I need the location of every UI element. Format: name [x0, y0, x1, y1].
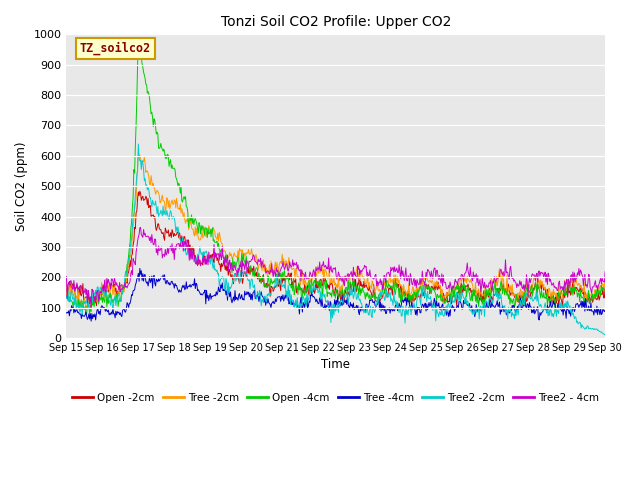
Title: Tonzi Soil CO2 Profile: Upper CO2: Tonzi Soil CO2 Profile: Upper CO2: [221, 15, 451, 29]
Legend: Open -2cm, Tree -2cm, Open -4cm, Tree -4cm, Tree2 -2cm, Tree2 - 4cm: Open -2cm, Tree -2cm, Open -4cm, Tree -4…: [68, 389, 604, 407]
Text: TZ_soilco2: TZ_soilco2: [80, 42, 151, 55]
X-axis label: Time: Time: [321, 359, 350, 372]
Y-axis label: Soil CO2 (ppm): Soil CO2 (ppm): [15, 142, 28, 231]
